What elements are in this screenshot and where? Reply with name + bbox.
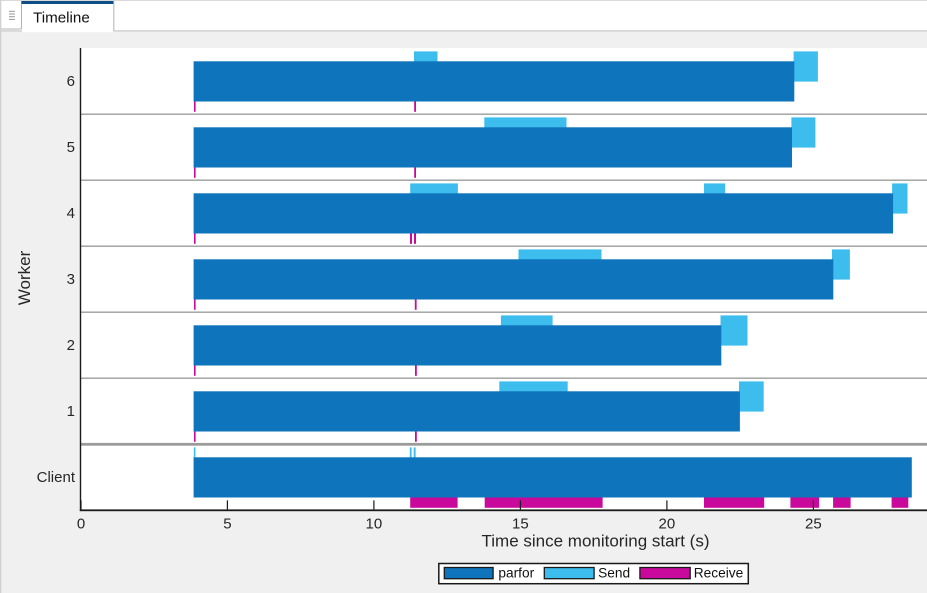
svg-text:3: 3: [67, 271, 75, 288]
svg-text:1: 1: [67, 403, 75, 420]
svg-text:25: 25: [805, 516, 822, 533]
svg-text:5: 5: [223, 516, 231, 533]
svg-text:Send: Send: [598, 566, 630, 581]
svg-text:4: 4: [67, 205, 75, 222]
svg-text:2: 2: [67, 337, 75, 354]
svg-text:Receive: Receive: [694, 566, 743, 581]
svg-text:10: 10: [366, 516, 383, 533]
svg-text:parfor: parfor: [498, 566, 534, 581]
svg-text:5: 5: [67, 139, 75, 156]
svg-text:0: 0: [77, 516, 85, 533]
svg-text:Worker: Worker: [15, 250, 34, 305]
svg-text:6: 6: [67, 73, 75, 90]
svg-text:15: 15: [512, 516, 529, 533]
svg-text:Timeline: Timeline: [33, 10, 90, 27]
svg-text:Time since monitoring start (s: Time since monitoring start (s): [482, 532, 710, 551]
svg-text:20: 20: [659, 516, 676, 533]
svg-text:Client: Client: [37, 469, 76, 486]
